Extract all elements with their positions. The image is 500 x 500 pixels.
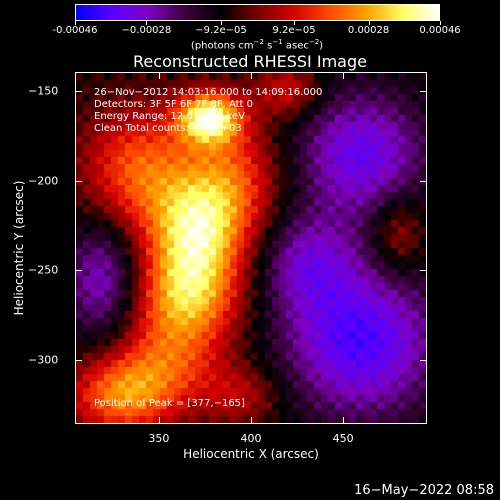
x-tick-label: 450	[332, 432, 354, 445]
y-tick-label: −250	[28, 263, 59, 277]
colorbar-tick-label: −0.00028	[121, 25, 172, 36]
x-tick	[251, 417, 252, 423]
y-tick	[420, 90, 426, 92]
y-tick	[76, 270, 82, 272]
footer-timestamp: 16−May−2022 08:58	[354, 483, 494, 498]
colorbar-tick-label: −9.2e−05	[195, 25, 247, 36]
y-tick-label: −150	[28, 84, 59, 98]
heatmap-image	[76, 73, 426, 423]
y-tick-label: −200	[28, 174, 59, 188]
annotation-total-counts: Clean Total counts: 5.44E+03	[94, 123, 242, 134]
colorbar-tick	[368, 21, 370, 25]
y-axis-label: Heliocentric Y (arcsec)	[12, 180, 26, 316]
plot-area: 26−Nov−2012 14:03:16.000 to 14:09:16.000…	[75, 72, 427, 424]
annotation-time-range: 26−Nov−2012 14:03:16.000 to 14:09:16.000	[94, 87, 323, 98]
y-tick	[76, 90, 82, 92]
y-tick	[76, 360, 82, 362]
colorbar-tick-label: 9.2e−05	[272, 25, 316, 36]
x-axis-label: Heliocentric X (arcsec)	[183, 447, 319, 461]
colorbar-tick	[75, 21, 76, 25]
x-tick	[343, 73, 345, 79]
y-tick	[420, 180, 426, 182]
x-tick	[158, 417, 160, 423]
x-tick-label: 400	[240, 432, 262, 445]
colorbar-tick	[146, 21, 148, 25]
colorbar-tick-label: 0.00046	[419, 25, 461, 36]
colorbar-tick-label: -0.00046	[52, 25, 98, 36]
annotation-detectors: Detectors: 3F 5F 6F 7F 8F, Att 0	[94, 99, 254, 110]
colorbar-tick	[221, 21, 222, 25]
x-tick	[158, 73, 160, 79]
x-tick-label: 350	[148, 432, 170, 445]
x-tick	[343, 417, 345, 423]
colorbar-units: (photons cm−2 s−1 asec−2)	[190, 38, 324, 52]
colorbar	[75, 4, 440, 21]
y-tick	[76, 180, 82, 182]
colorbar-tick	[294, 21, 295, 25]
colorbar-tick-label: 0.00028	[347, 25, 390, 36]
annotation-peak-position: Position of Peak = [377,−165]	[94, 398, 245, 409]
plot-title: Reconstructed RHESSI Image	[133, 52, 367, 71]
y-tick	[420, 360, 426, 362]
y-tick-label: −300	[28, 353, 59, 367]
colorbar-tick	[440, 21, 441, 25]
x-tick	[251, 73, 252, 79]
y-tick	[420, 270, 426, 272]
annotation-energy-range: Energy Range: 12.0−25.0 keV	[94, 111, 245, 122]
